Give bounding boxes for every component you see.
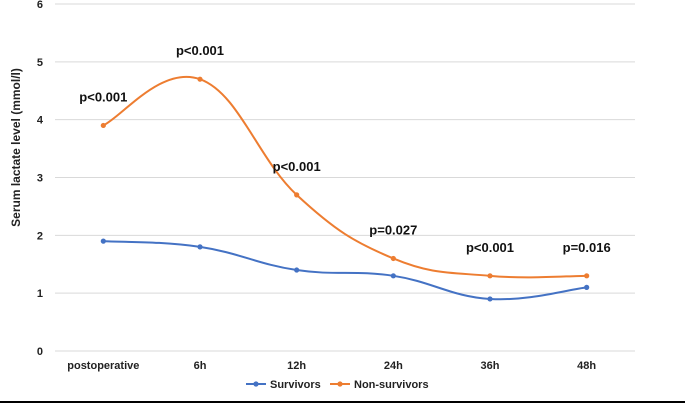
data-point xyxy=(584,284,590,290)
data-point xyxy=(487,273,493,279)
p-value-label: p<0.001 xyxy=(273,159,321,174)
data-point xyxy=(294,267,300,273)
legend-item: Survivors xyxy=(246,379,321,391)
legend-item: Non-survivors xyxy=(330,379,429,391)
legend-marker xyxy=(253,381,259,387)
p-value-label: p=0.016 xyxy=(563,240,611,255)
p-value-label: p<0.001 xyxy=(176,43,224,58)
series-line xyxy=(103,240,587,301)
p-value-label: p=0.027 xyxy=(369,222,417,237)
y-tick-label: 4 xyxy=(37,115,44,127)
y-tick-label: 6 xyxy=(37,0,43,11)
gridlines xyxy=(55,3,635,352)
x-tick-label: postoperative xyxy=(67,360,139,372)
y-axis-ticks: 0 1 2 3 4 5 6 xyxy=(37,0,44,358)
p-value-label: p<0.001 xyxy=(79,89,127,104)
y-axis-label: Serum lactate level (mmol/l) xyxy=(9,68,23,227)
data-point xyxy=(584,273,590,279)
legend-label: Non-survivors xyxy=(354,379,429,391)
data-point xyxy=(487,296,493,302)
x-tick-label: 12h xyxy=(287,360,306,372)
series-non-survivors xyxy=(100,76,590,279)
x-tick-label: 36h xyxy=(481,360,500,372)
y-tick-label: 1 xyxy=(37,288,43,300)
y-tick-label: 5 xyxy=(37,57,43,69)
p-value-annotations: p<0.001 p<0.001 p<0.001 p=0.027 p<0.001 p=0.0… xyxy=(79,43,610,255)
legend-label: Survivors xyxy=(270,379,321,391)
data-point xyxy=(197,244,203,250)
x-tick-label: 6h xyxy=(194,360,207,372)
series-lines xyxy=(100,76,590,302)
y-tick-label: 3 xyxy=(37,173,43,185)
legend: Survivors Non-survivors xyxy=(246,379,429,391)
data-point xyxy=(100,122,106,129)
p-value-label: p<0.001 xyxy=(466,240,514,255)
series-survivors xyxy=(100,238,590,302)
data-point xyxy=(390,273,396,279)
data-point xyxy=(100,238,106,244)
x-tick-label: 24h xyxy=(384,360,403,372)
x-tick-label: 48h xyxy=(577,360,596,372)
legend-marker xyxy=(337,381,343,387)
data-point xyxy=(197,76,203,82)
data-point xyxy=(294,192,300,198)
x-axis-ticks: postoperative 6h 12h 24h 36h 48h xyxy=(67,360,596,372)
y-tick-label: 2 xyxy=(37,230,43,242)
y-tick-label: 0 xyxy=(37,346,43,358)
data-point xyxy=(390,255,396,262)
